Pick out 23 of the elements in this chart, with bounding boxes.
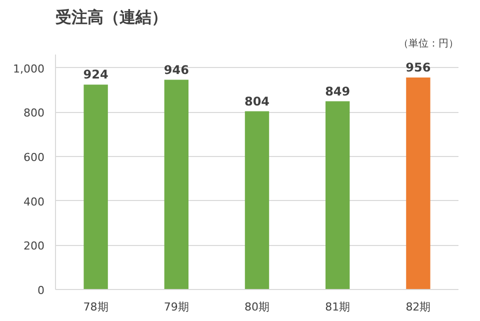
chart-title: 受注高（連結） [54,8,168,26]
x-tick-label: 80期 [244,300,270,314]
data-label: 804 [244,94,270,108]
bar [84,84,108,290]
text: （単位：円） [398,38,458,50]
y-tick-label: 0 [38,284,44,297]
data-label: 946 [164,62,189,77]
y-tick-label: 1,000 [13,62,45,76]
data-label: 956 [406,60,431,75]
y-tick-label: 800 [24,106,45,120]
bar [406,78,430,290]
y-tick-label: 600 [24,150,45,164]
x-tick-label: 78期 [83,300,108,314]
y-tick-label: 200 [24,240,45,253]
bar [326,101,350,290]
x-tick-label: 79期 [164,300,189,314]
x-tick-label: 81期 [325,300,350,314]
x-tick-label: 82期 [406,300,431,314]
y-tick-label: 400 [24,195,45,208]
data-label: 924 [83,68,108,82]
bar [244,111,270,290]
data-label: 849 [325,84,350,98]
bar [164,80,188,290]
